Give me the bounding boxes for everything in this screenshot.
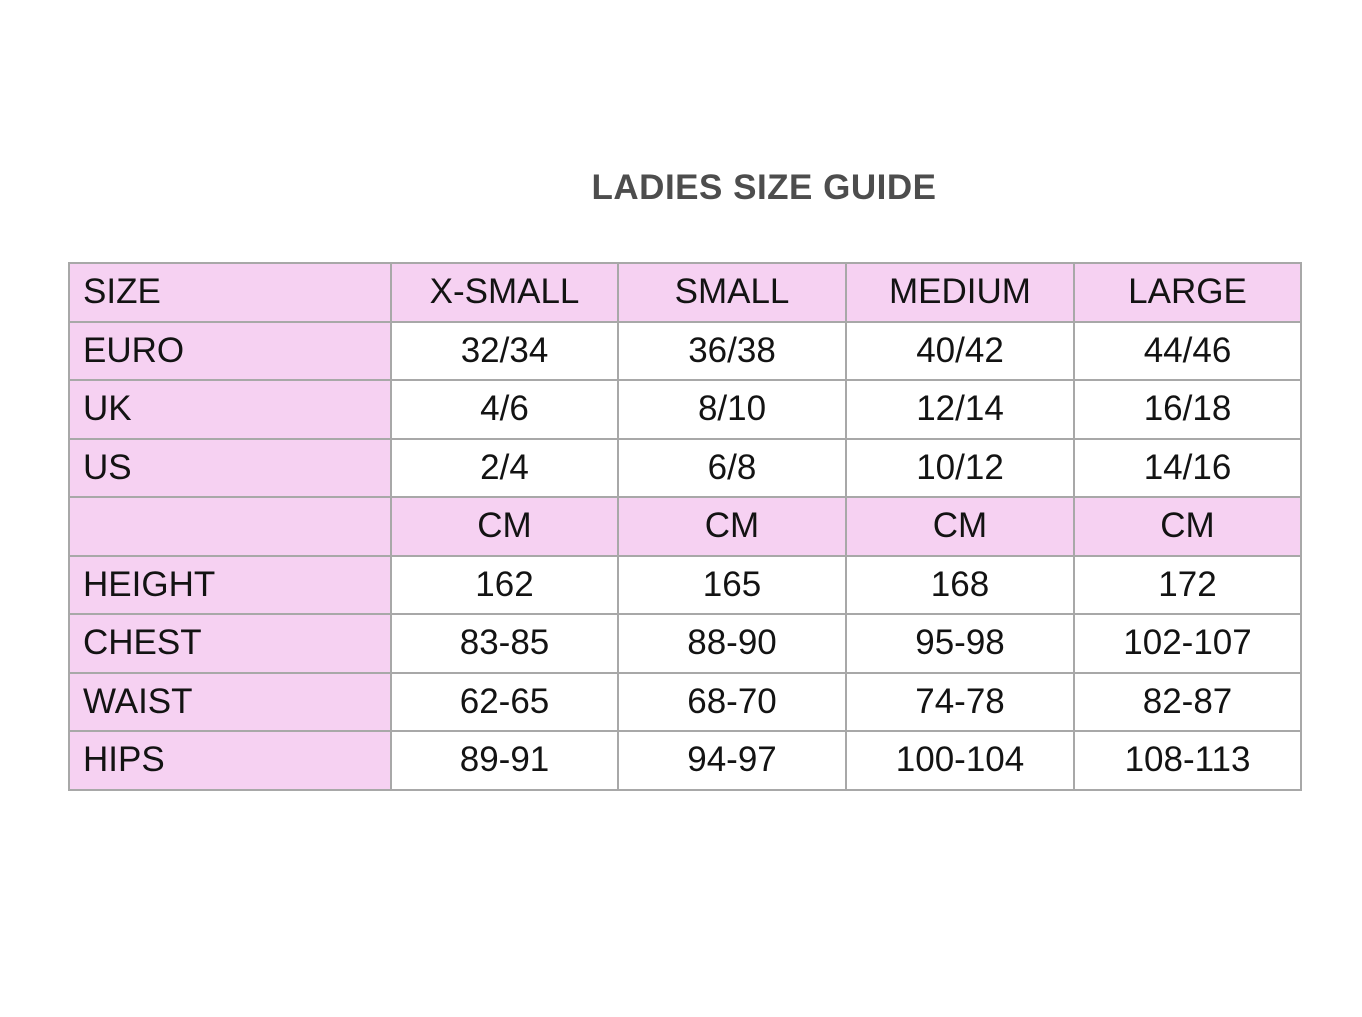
row-label: [68, 496, 392, 557]
size-value: CM: [1073, 496, 1302, 557]
table-row: HEIGHT 162 165 168 172: [68, 554, 1302, 615]
column-header-size: SIZE: [68, 262, 392, 323]
row-label: UK: [68, 379, 392, 440]
size-value: 83-85: [390, 613, 619, 674]
size-value: 102-107: [1073, 613, 1302, 674]
page-title: LADIES SIZE GUIDE: [591, 168, 937, 207]
size-value: CM: [845, 496, 1075, 557]
size-value: 100-104: [845, 730, 1075, 791]
size-value: 62-65: [390, 671, 619, 732]
size-value: 4/6: [390, 379, 619, 440]
table-row: UK 4/6 8/10 12/14 16/18: [68, 379, 1302, 440]
size-value: 12/14: [845, 379, 1075, 440]
size-value: 8/10: [617, 379, 847, 440]
table-row: CM CM CM CM: [68, 496, 1302, 557]
size-value: 82-87: [1073, 671, 1302, 732]
size-value: 44/46: [1073, 320, 1302, 381]
table-row: CHEST 83-85 88-90 95-98 102-107: [68, 613, 1302, 674]
row-label: HIPS: [68, 730, 392, 791]
size-value: 95-98: [845, 613, 1075, 674]
table-row: WAIST 62-65 68-70 74-78 82-87: [68, 671, 1302, 732]
size-value: 165: [617, 554, 847, 615]
size-value: 108-113: [1073, 730, 1302, 791]
column-header-medium: MEDIUM: [845, 262, 1075, 323]
column-header-small: SMALL: [617, 262, 847, 323]
size-value: 6/8: [617, 437, 847, 498]
row-label: US: [68, 437, 392, 498]
size-value: 10/12: [845, 437, 1075, 498]
row-label: WAIST: [68, 671, 392, 732]
size-table-header-row: SIZE X-SMALL SMALL MEDIUM LARGE: [68, 262, 1302, 323]
size-value: 89-91: [390, 730, 619, 791]
size-table-body: EURO 32/34 36/38 40/42 44/46 UK 4/6 8/10 12/14 16…: [68, 320, 1302, 791]
table-row: US 2/4 6/8 10/12 14/16: [68, 437, 1302, 498]
column-header-x-small: X-SMALL: [390, 262, 619, 323]
size-value: 68-70: [617, 671, 847, 732]
size-value: 162: [390, 554, 619, 615]
ladies-size-table: SIZE X-SMALL SMALL MEDIUM LARGE EURO 32/34 36/…: [68, 262, 1302, 791]
size-value: 16/18: [1073, 379, 1302, 440]
column-header-large: LARGE: [1073, 262, 1302, 323]
row-label: CHEST: [68, 613, 392, 674]
size-value: 40/42: [845, 320, 1075, 381]
size-value: 74-78: [845, 671, 1075, 732]
size-value: CM: [390, 496, 619, 557]
size-value: 172: [1073, 554, 1302, 615]
table-row: EURO 32/34 36/38 40/42 44/46: [68, 320, 1302, 381]
row-label: HEIGHT: [68, 554, 392, 615]
table-row: HIPS 89-91 94-97 100-104 108-113: [68, 730, 1302, 791]
size-value: 14/16: [1073, 437, 1302, 498]
size-value: 168: [845, 554, 1075, 615]
size-value: 94-97: [617, 730, 847, 791]
size-value: 36/38: [617, 320, 847, 381]
size-value: CM: [617, 496, 847, 557]
size-value: 2/4: [390, 437, 619, 498]
size-value: 88-90: [617, 613, 847, 674]
size-value: 32/34: [390, 320, 619, 381]
row-label: EURO: [68, 320, 392, 381]
